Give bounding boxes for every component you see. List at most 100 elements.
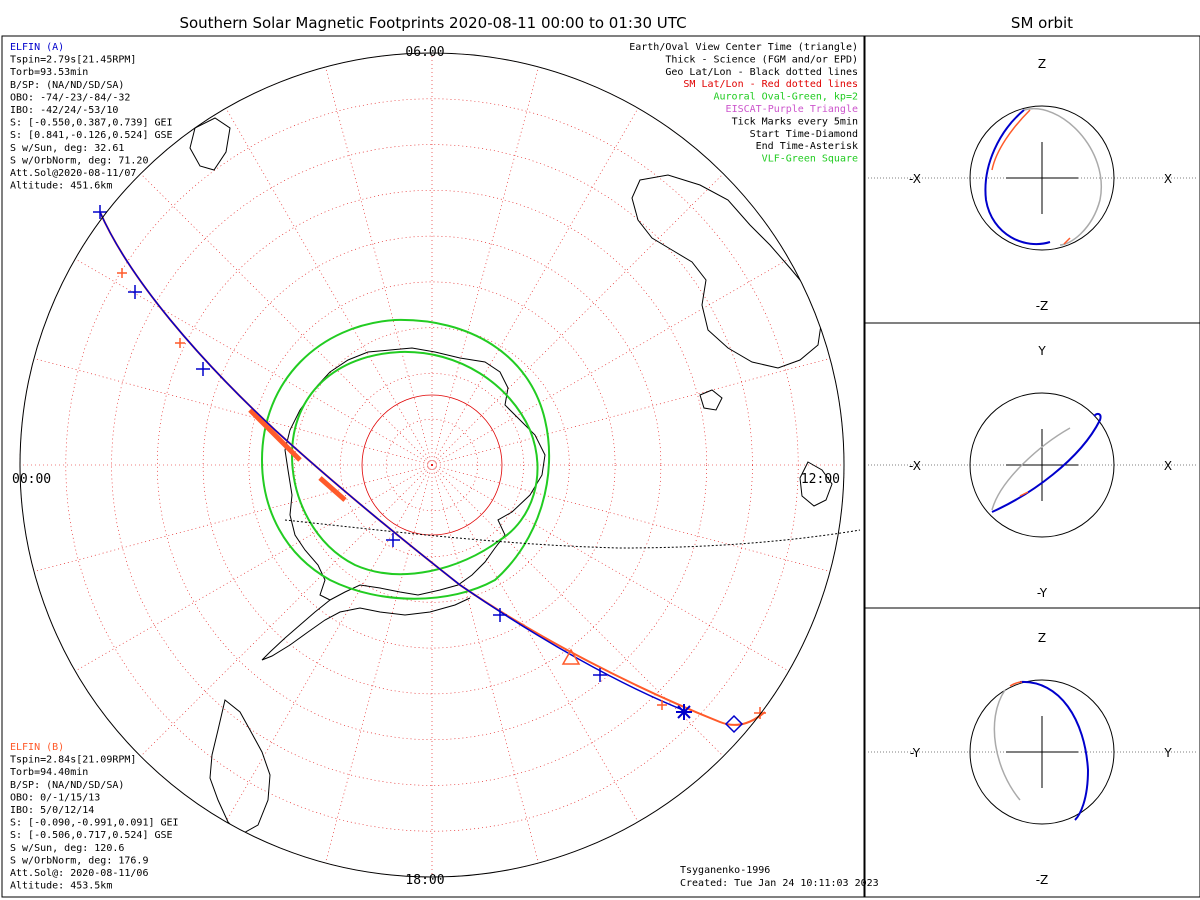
tick-marker	[593, 668, 607, 682]
coastline-australia	[631, 174, 823, 369]
legend-item: Start Time-Diamond	[750, 129, 858, 140]
panel-axis-label: Z	[1038, 631, 1046, 645]
mlt-label-left: 00:00	[12, 472, 51, 487]
main-frame	[1, 35, 865, 898]
elfin-b-info: ELFIN (B) Tspin=2.84s[21.09RPM]Torb=94.40…	[10, 742, 179, 892]
sm-lat-circle	[65, 98, 799, 832]
sm-lon-line	[33, 358, 433, 466]
coastline-south-america	[209, 699, 271, 836]
panel-axis-label: X	[1164, 459, 1172, 473]
orbit-title: SM orbit	[1011, 14, 1073, 32]
sm-lon-line	[431, 108, 639, 466]
elfin_a-line: S w/Sun, deg: 32.61	[10, 143, 124, 154]
elfin_b-line: S: [-0.506,0.717,0.524] GSE	[10, 830, 173, 841]
orbit-elfin-b	[1009, 681, 1023, 687]
view-center-triangle	[561, 648, 581, 665]
orbit-elfin-b	[1019, 491, 1029, 497]
sm-lon-line	[225, 464, 433, 822]
oval-outer	[260, 318, 551, 600]
elfin_a-line: S: [-0.550,0.387,0.739] GEI	[10, 118, 173, 129]
panel-axis-label: -Z	[1036, 873, 1049, 887]
elfin_b-line: S: [-0.090,-0.991,0.091] GEI	[10, 818, 179, 829]
main-title: Southern Solar Magnetic Footprints 2020-…	[179, 14, 686, 32]
sm-latlon-grid	[19, 52, 845, 878]
orbit-gray	[993, 689, 1021, 801]
sm-lon-line	[140, 173, 433, 466]
sm-lon-line	[431, 66, 539, 466]
panel-axis-label: Z	[1038, 57, 1046, 71]
panel-axis-label: Y	[1037, 344, 1046, 358]
orbit-panels: Z -Z -X X Y -Y -X X Z -Z -Y Y	[868, 57, 1198, 887]
oval-inner	[290, 350, 539, 576]
elfin-b-markers	[117, 268, 766, 719]
orbit-elfin-a	[991, 412, 1102, 513]
mlt-label-bottom: 18:00	[405, 873, 444, 888]
elfin_b-line: Tspin=2.84s[21.09RPM]	[10, 755, 136, 766]
panel-axis-label: -Z	[1036, 299, 1049, 313]
panel-axis-label: -Y	[1037, 586, 1048, 600]
sm-polar-circle	[361, 394, 503, 536]
legend-item: End Time-Asterisk	[756, 141, 858, 152]
tick-marker	[386, 533, 400, 547]
sm-lon-line	[431, 464, 789, 672]
legend-item: Thick - Science (FGM and/or EPD)	[665, 54, 858, 65]
sm-lat-circle	[156, 189, 708, 741]
sm-lon-line	[431, 173, 724, 466]
elfin_a-line: Altitude: 451.6km	[10, 181, 112, 192]
legend: Earth/Oval View Center Time (triangle)Th…	[629, 42, 858, 165]
model-label: Tsyganenko-1996	[680, 865, 770, 876]
mlt-label-right: 12:00	[801, 472, 840, 487]
elfin-b-science	[248, 408, 347, 502]
tick-marker	[493, 608, 507, 622]
coastline-antarctica	[284, 347, 546, 601]
sm-lon-line	[33, 464, 433, 572]
elfin_b-line: Torb=94.40min	[10, 767, 88, 778]
sm-lon-line	[140, 464, 433, 757]
start-diamond	[724, 714, 744, 734]
elfin-a-info: ELFIN (A) Tspin=2.79s[21.45RPM]Torb=93.53…	[10, 42, 173, 192]
panel-axis-label: Y	[1163, 746, 1172, 760]
elfin_a-line: Att.Sol@2020-08-11/07	[10, 168, 136, 179]
panel-axis-label: X	[1164, 172, 1172, 186]
elfin-a-markers	[93, 205, 744, 734]
orbit-elfin-b	[991, 109, 1071, 245]
tick-marker	[93, 205, 107, 219]
coastlines	[189, 64, 833, 836]
sm-lon-line	[431, 464, 639, 822]
elfin_b-line: OBO: 0/-1/15/13	[10, 792, 100, 803]
elfin_b-line: S w/Sun, deg: 120.6	[10, 843, 124, 854]
orbit-elfin-a	[984, 109, 1051, 246]
polar-map	[19, 52, 861, 878]
elfin_b-line: B/SP: (NA/ND/SD/SA)	[10, 780, 124, 791]
map-boundary	[19, 52, 845, 878]
elfin_b-line: Altitude: 453.5km	[10, 881, 112, 892]
coastline-tasmania	[699, 389, 723, 411]
elfin_a-line: S: [0.841,-0.126,0.524] GSE	[10, 130, 173, 141]
coastline-peninsula	[261, 597, 471, 661]
sm-lon-line	[325, 464, 433, 864]
panel-axis-label: -Y	[910, 746, 921, 760]
elfin_b-line: S w/OrbNorm, deg: 176.9	[10, 855, 148, 866]
sm-lon-line	[325, 66, 433, 466]
sm-lon-line	[431, 464, 539, 864]
panel-axis-label: -X	[909, 172, 921, 186]
coastline-new-zealand	[799, 461, 833, 507]
orbit-gray	[1023, 107, 1103, 246]
sm-lat-circle	[385, 418, 479, 512]
legend-item: Auroral Oval-Green, kp=2	[714, 92, 859, 103]
mlt-label-top: 06:00	[405, 45, 444, 60]
sm-lon-line	[431, 464, 831, 572]
elfin-a-track	[99, 211, 689, 713]
tick-marker	[117, 268, 127, 278]
elfin_a-line: Tspin=2.79s[21.45RPM]	[10, 55, 136, 66]
legend-item: Earth/Oval View Center Time (triangle)	[629, 42, 858, 53]
elfin_a-name: ELFIN (A)	[10, 42, 64, 53]
tick-marker	[128, 285, 142, 299]
elfin_a-line: S w/OrbNorm, deg: 71.20	[10, 155, 148, 166]
panel-axis-label: -X	[909, 459, 921, 473]
orbit-gray	[991, 427, 1071, 511]
end-asterisk	[676, 704, 692, 720]
legend-item: EISCAT-Purple Triangle	[726, 104, 858, 115]
sm-lon-line	[431, 258, 789, 466]
elfin_b-line: Att.Sol@: 2020-08-11/06	[10, 868, 148, 879]
